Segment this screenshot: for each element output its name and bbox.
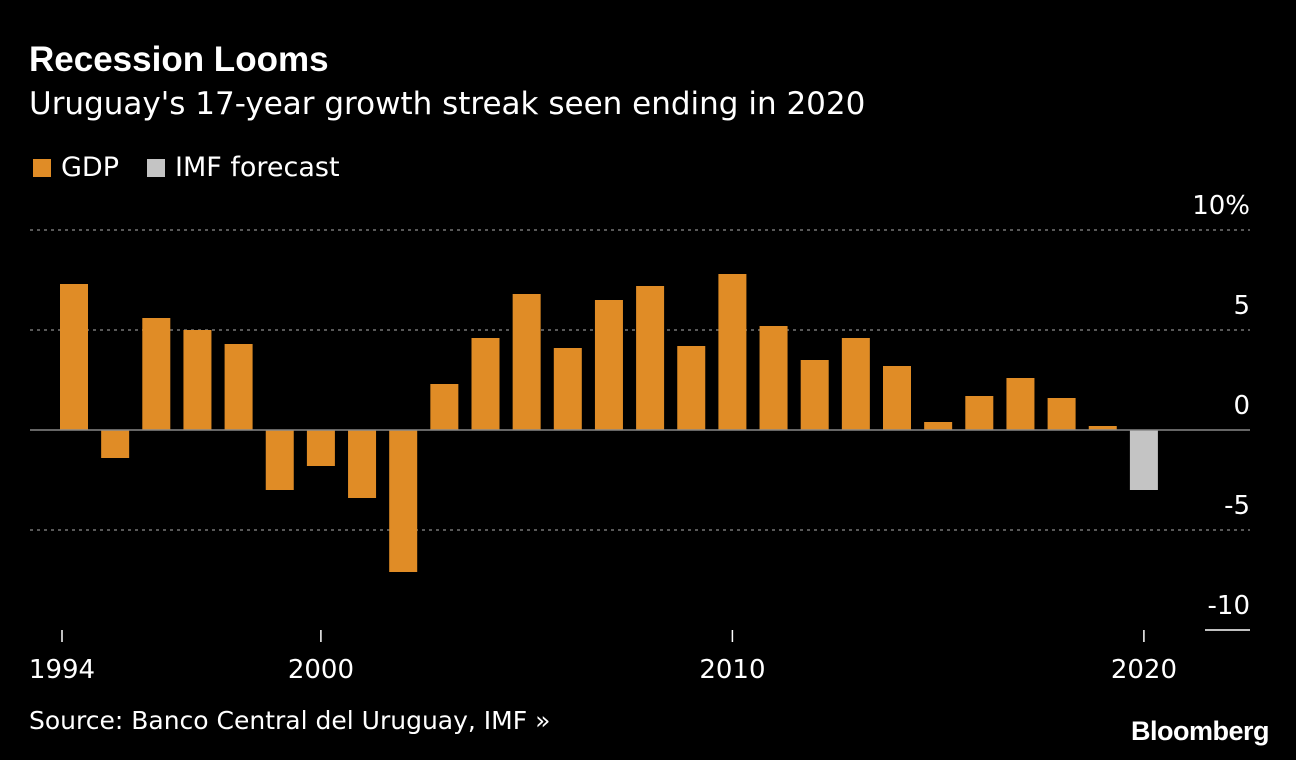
legend-swatch-gdp bbox=[33, 158, 51, 177]
bar-gdp-1996 bbox=[142, 318, 171, 430]
bar-gdp-2009 bbox=[677, 346, 706, 430]
legend-item-imf-forecast: IMF forecast bbox=[147, 152, 340, 183]
legend-label-gdp: GDP bbox=[61, 152, 119, 183]
bar-gdp-2015 bbox=[924, 422, 953, 430]
bar-gdp-2003 bbox=[430, 384, 459, 430]
bar-gdp-2010 bbox=[718, 274, 747, 430]
x-tick-label-2020: 2020 bbox=[1111, 655, 1177, 685]
y-tick-label-5: 5 bbox=[1233, 291, 1250, 321]
chart-title: Recession Looms bbox=[29, 40, 329, 79]
y-tick-label-0: 0 bbox=[1233, 391, 1250, 421]
x-tick-label-1994: 1994 bbox=[29, 655, 95, 685]
bar-gdp-2016 bbox=[965, 396, 994, 430]
bar-gdp-2005 bbox=[512, 294, 541, 430]
bar-gdp-2002 bbox=[389, 430, 418, 572]
bar-gdp-1994 bbox=[60, 284, 88, 430]
bloomberg-logo: Bloomberg bbox=[1130, 716, 1270, 746]
bar-gdp-2001 bbox=[348, 430, 377, 498]
bar-gdp-2000 bbox=[306, 430, 335, 466]
bar-gdp-2007 bbox=[594, 300, 623, 430]
y-tick-label--10: -10 bbox=[1208, 591, 1250, 621]
bar-gdp-2011 bbox=[759, 326, 788, 430]
legend-swatch-imf-forecast bbox=[147, 158, 165, 177]
bar-gdp-1995 bbox=[101, 430, 130, 458]
x-tick-label-2000: 2000 bbox=[288, 655, 354, 685]
source-note: Source: Banco Central del Uruguay, IMF » bbox=[29, 706, 551, 735]
legend-label-imf-forecast: IMF forecast bbox=[175, 152, 340, 183]
x-tick-label-2010: 2010 bbox=[699, 655, 765, 685]
bar-gdp-2006 bbox=[553, 348, 582, 430]
bar-gdp-2014 bbox=[883, 366, 911, 430]
bar-gdp-2019 bbox=[1088, 426, 1117, 430]
legend: GDP IMF forecast bbox=[33, 152, 368, 183]
bar-gdp-1997 bbox=[183, 330, 212, 430]
chart-subtitle: Uruguay's 17-year growth streak seen end… bbox=[29, 86, 866, 122]
bar-gdp-2018 bbox=[1047, 398, 1076, 430]
bar-gdp-2013 bbox=[841, 338, 870, 430]
bar-gdp-1998 bbox=[224, 344, 253, 430]
bar-gdp-1999 bbox=[265, 430, 294, 490]
legend-item-gdp: GDP bbox=[33, 152, 119, 183]
bar-gdp-2012 bbox=[800, 360, 829, 430]
bar-gdp-2004 bbox=[471, 338, 500, 430]
y-tick-label-10: 10% bbox=[1192, 191, 1250, 221]
bar-imf-forecast-2020 bbox=[1129, 430, 1158, 490]
y-tick-label--5: -5 bbox=[1224, 491, 1250, 521]
bar-gdp-2008 bbox=[636, 286, 665, 430]
bar-gdp-2017 bbox=[1006, 378, 1035, 430]
